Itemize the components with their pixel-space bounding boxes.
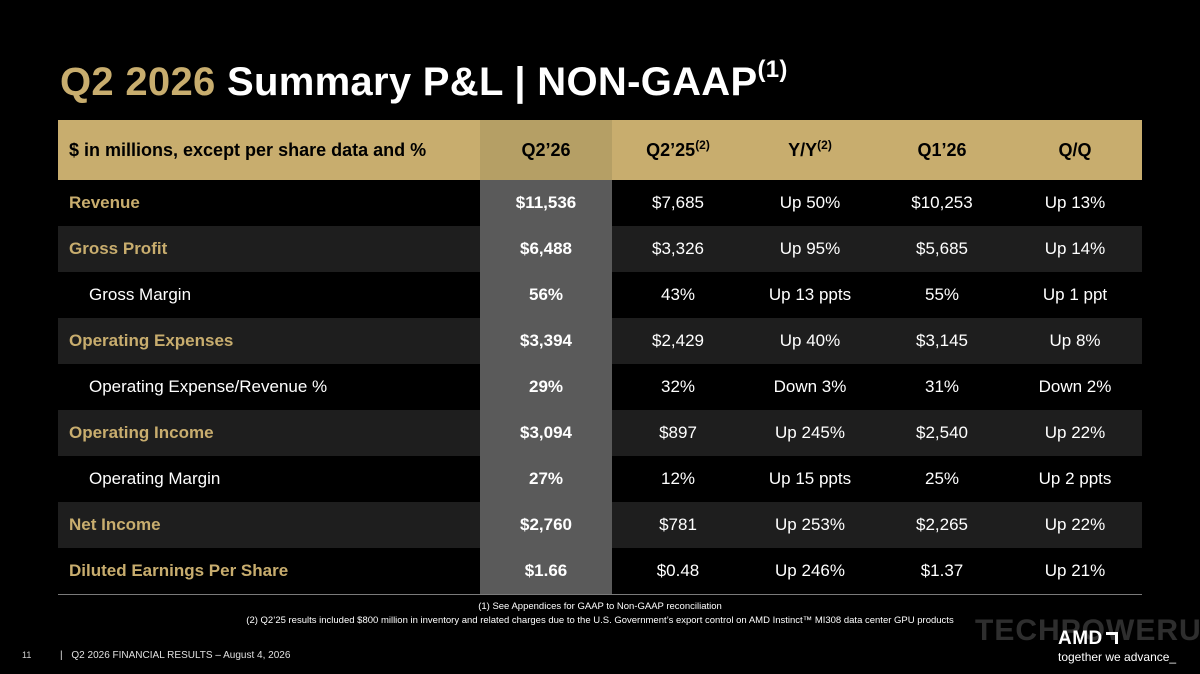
table-cell: $6,488 — [480, 226, 612, 272]
table-cell: Up 95% — [744, 226, 876, 272]
footnote-divider — [58, 594, 1142, 595]
table-cell: 56% — [480, 272, 612, 318]
footer-text: Q2 2026 FINANCIAL RESULTS – August 4, 20… — [71, 650, 291, 661]
page-title: Q2 2026 Summary P&L | NON-GAAP(1) — [60, 56, 788, 105]
footer: | Q2 2026 FINANCIAL RESULTS – August 4, … — [60, 650, 290, 661]
amd-arrow-icon — [1105, 632, 1118, 644]
title-footnote-ref: (1) — [757, 56, 788, 83]
table-cell: $0.48 — [612, 548, 744, 594]
table-cell: $3,394 — [480, 318, 612, 364]
table-cell: Up 50% — [744, 180, 876, 226]
row-label: Operating Expense/Revenue % — [58, 364, 480, 410]
table-cell: Up 15 ppts — [744, 456, 876, 502]
table-cell: $7,685 — [612, 180, 744, 226]
row-label: Operating Income — [58, 410, 480, 456]
header-yy: Y/Y(2) — [744, 120, 876, 180]
watermark: TECHPOWERUP — [975, 614, 1200, 647]
table-cell: $11,536 — [480, 180, 612, 226]
table-cell: $2,540 — [876, 410, 1008, 456]
row-label: Gross Profit — [58, 226, 480, 272]
footnotes: (1) See Appendices for GAAP to Non-GAAP … — [0, 600, 1200, 628]
table-cell: Up 13 ppts — [744, 272, 876, 318]
row-label: Revenue — [58, 180, 480, 226]
table-cell: 29% — [480, 364, 612, 410]
table-cell: Up 22% — [1008, 410, 1142, 456]
table-cell: Up 40% — [744, 318, 876, 364]
table-cell: $781 — [612, 502, 744, 548]
logo-tagline: together we advance_ — [1058, 650, 1177, 664]
table-cell: $1.37 — [876, 548, 1008, 594]
title-text: Summary P&L | NON-GAAP — [226, 60, 758, 104]
table-row: Revenue $11,536 $7,685 Up 50% $10,253 Up 13% — [58, 180, 1142, 226]
page-number: 11 — [22, 650, 32, 660]
table-row: Operating Expenses $3,394 $2,429 Up 40% $3,1… — [58, 318, 1142, 364]
table-cell: $3,094 — [480, 410, 612, 456]
table-cell: 55% — [876, 272, 1008, 318]
footnote-1: (1) See Appendices for GAAP to Non-GAAP … — [478, 601, 722, 612]
table-row: Operating Margin 27% 12% Up 15 ppts 25% Up 2 … — [58, 456, 1142, 502]
table-cell: Up 22% — [1008, 502, 1142, 548]
table-row: Operating Expense/Revenue % 29% 32% Down 3%… — [58, 364, 1142, 410]
table-cell: Up 253% — [744, 502, 876, 548]
table-cell: $3,145 — [876, 318, 1008, 364]
row-label: Net Income — [58, 502, 480, 548]
table-cell: Up 246% — [744, 548, 876, 594]
table-cell: Down 2% — [1008, 364, 1142, 410]
table-cell: 31% — [876, 364, 1008, 410]
table-cell: 43% — [612, 272, 744, 318]
table-cell: Up 21% — [1008, 548, 1142, 594]
amd-logo: AMD together we advance_ — [1058, 628, 1178, 664]
table-header-row: $ in millions, except per share data and… — [58, 120, 1142, 180]
table-cell: 27% — [480, 456, 612, 502]
table-cell: $3,326 — [612, 226, 744, 272]
table-row: Gross Margin 56% 43% Up 13 ppts 55% Up 1 ppt — [58, 272, 1142, 318]
table-cell: Up 14% — [1008, 226, 1142, 272]
table-cell: Up 13% — [1008, 180, 1142, 226]
row-label: Diluted Earnings Per Share — [58, 548, 480, 594]
table-row: Net Income $2,760 $781 Up 253% $2,265 Up 22% — [58, 502, 1142, 548]
table-cell: $2,265 — [876, 502, 1008, 548]
table-cell: Up 2 ppts — [1008, 456, 1142, 502]
title-quarter: Q2 2026 — [60, 60, 216, 104]
footnote-2: (2) Q2’25 results included $800 million … — [246, 615, 954, 626]
table-row: Diluted Earnings Per Share $1.66 $0.48 Up 2… — [58, 548, 1142, 594]
table-row: Operating Income $3,094 $897 Up 245% $2,540 U… — [58, 410, 1142, 456]
table-cell: $1.66 — [480, 548, 612, 594]
row-label: Gross Margin — [58, 272, 480, 318]
table-cell: $2,760 — [480, 502, 612, 548]
table-cell: 25% — [876, 456, 1008, 502]
table-cell: Down 3% — [744, 364, 876, 410]
table-row: Gross Profit $6,488 $3,326 Up 95% $5,685 Up 1… — [58, 226, 1142, 272]
table-cell: $897 — [612, 410, 744, 456]
header-q2-26: Q2’26 — [480, 120, 612, 180]
table-cell: $5,685 — [876, 226, 1008, 272]
table-cell: Up 1 ppt — [1008, 272, 1142, 318]
row-label: Operating Expenses — [58, 318, 480, 364]
table-cell: Up 245% — [744, 410, 876, 456]
logo-brand: AMD — [1058, 628, 1103, 649]
table-cell: 12% — [612, 456, 744, 502]
table-cell: $2,429 — [612, 318, 744, 364]
table-cell: $10,253 — [876, 180, 1008, 226]
row-label: Operating Margin — [58, 456, 480, 502]
table-cell: Up 8% — [1008, 318, 1142, 364]
header-q2-25: Q2’25(2) — [612, 120, 744, 180]
footer-separator: | — [60, 650, 63, 661]
summary-pl-table: $ in millions, except per share data and… — [58, 120, 1142, 594]
table-cell: 32% — [612, 364, 744, 410]
header-units: $ in millions, except per share data and… — [58, 120, 480, 180]
header-q1-26: Q1’26 — [876, 120, 1008, 180]
header-qq: Q/Q — [1008, 120, 1142, 180]
